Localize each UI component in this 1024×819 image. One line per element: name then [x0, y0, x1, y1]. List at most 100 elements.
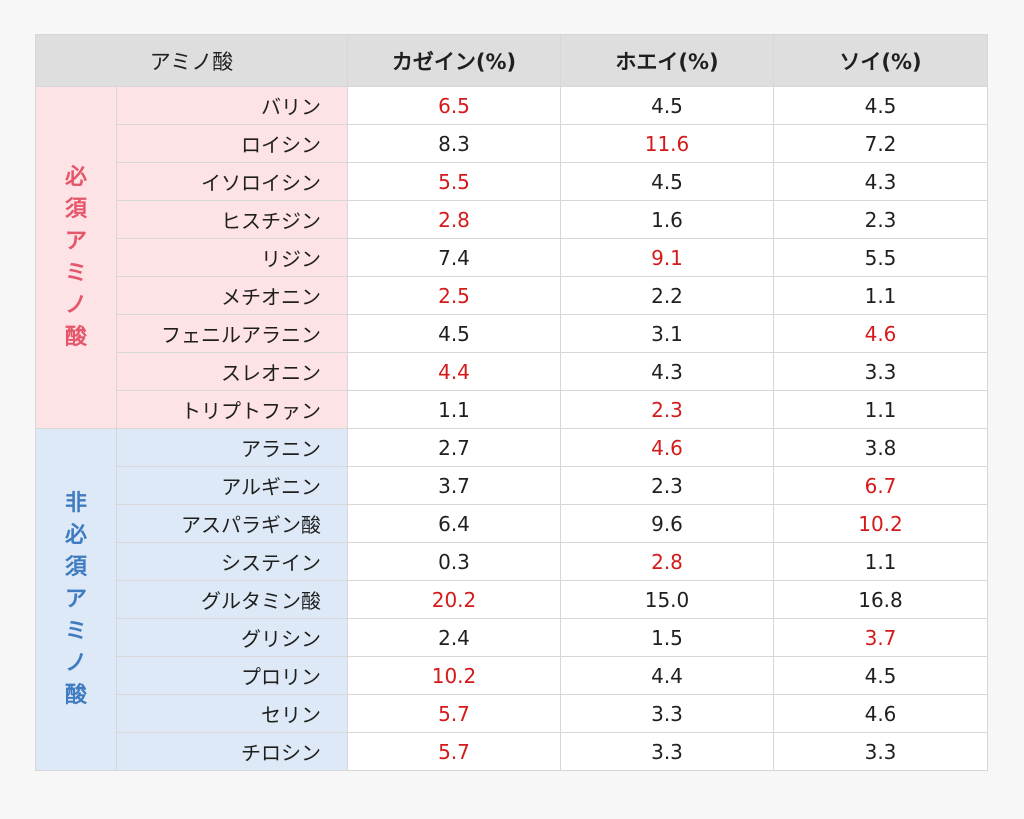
table-row: 必須アミノ酸バリン 6.5 4.5 4.5 — [35, 86, 988, 429]
value-casein: 6.4 — [347, 504, 561, 543]
amino-acid-name: アルギニン — [116, 466, 348, 505]
amino-acid-name: セリン — [116, 694, 348, 733]
group-label-text: 必須アミノ酸 — [64, 164, 87, 350]
value-casein: 2.8 — [347, 200, 561, 239]
value-whey: 9.6 — [560, 504, 774, 543]
amino-acid-name: イソロイシン — [116, 162, 348, 201]
value-casein: 8.3 — [347, 124, 561, 163]
value-casein: 4.5 — [347, 314, 561, 353]
value-soy: 1.1 — [773, 542, 988, 581]
table-row: トリプトファン 1.1 2.3 1.1 — [36, 390, 988, 429]
amino-acid-name: アスパラギン酸 — [116, 504, 348, 543]
table-row: 非必須アミノ酸アラニン 2.7 4.6 3.8 — [35, 428, 988, 771]
value-soy: 7.2 — [773, 124, 988, 163]
value-casein: 2.7 — [347, 428, 561, 467]
value-soy: 4.3 — [773, 162, 988, 201]
header-casein: カゼイン(%) — [347, 34, 561, 87]
table-row: グルタミン酸 20.2 15.0 16.8 — [36, 580, 988, 619]
value-soy: 1.1 — [773, 390, 988, 429]
value-soy: 4.6 — [773, 314, 988, 353]
table-row: ヒスチジン 2.8 1.6 2.3 — [36, 200, 988, 239]
amino-acid-name: グルタミン酸 — [116, 580, 348, 619]
value-whey: 3.3 — [560, 732, 774, 771]
group-label-text: 非必須アミノ酸 — [64, 490, 87, 708]
value-soy: 4.6 — [773, 694, 988, 733]
value-whey: 4.5 — [560, 162, 774, 201]
table-row: グリシン 2.4 1.5 3.7 — [36, 618, 988, 657]
table-header-row: アミノ酸 カゼイン(%) ホエイ(%) ソイ(%) — [35, 34, 988, 87]
value-soy: 3.3 — [773, 352, 988, 391]
value-soy: 3.7 — [773, 618, 988, 657]
value-casein: 3.7 — [347, 466, 561, 505]
value-casein: 7.4 — [347, 238, 561, 277]
value-casein: 20.2 — [347, 580, 561, 619]
amino-acid-name: アラニン — [116, 428, 348, 467]
value-casein: 6.5 — [347, 86, 561, 125]
value-soy: 16.8 — [773, 580, 988, 619]
value-whey: 1.6 — [560, 200, 774, 239]
amino-acid-name: ロイシン — [116, 124, 348, 163]
value-casein: 5.5 — [347, 162, 561, 201]
value-casein: 0.3 — [347, 542, 561, 581]
amino-acid-name: トリプトファン — [116, 390, 348, 429]
table-row: アスパラギン酸 6.4 9.6 10.2 — [36, 504, 988, 543]
value-whey: 9.1 — [560, 238, 774, 277]
value-soy: 2.3 — [773, 200, 988, 239]
value-whey: 2.3 — [560, 466, 774, 505]
value-casein: 2.4 — [347, 618, 561, 657]
table-row: イソロイシン 5.5 4.5 4.3 — [36, 162, 988, 201]
group-label-essential: 必須アミノ酸 — [35, 86, 117, 429]
value-soy: 5.5 — [773, 238, 988, 277]
table-row: リジン 7.4 9.1 5.5 — [36, 238, 988, 277]
value-whey: 15.0 — [560, 580, 774, 619]
header-soy: ソイ(%) — [773, 34, 988, 87]
table-row: システイン 0.3 2.8 1.1 — [36, 542, 988, 581]
amino-acid-name: バリン — [116, 86, 348, 125]
value-soy: 10.2 — [773, 504, 988, 543]
table-row: フェニルアラニン 4.5 3.1 4.6 — [36, 314, 988, 353]
amino-acid-name: ヒスチジン — [116, 200, 348, 239]
amino-acid-name: フェニルアラニン — [116, 314, 348, 353]
value-casein: 1.1 — [347, 390, 561, 429]
value-whey: 11.6 — [560, 124, 774, 163]
table-row: チロシン 5.7 3.3 3.3 — [36, 732, 988, 771]
value-soy: 3.3 — [773, 732, 988, 771]
amino-acid-name: スレオニン — [116, 352, 348, 391]
amino-acid-name: リジン — [116, 238, 348, 277]
table-row: メチオニン 2.5 2.2 1.1 — [36, 276, 988, 315]
value-whey: 4.3 — [560, 352, 774, 391]
value-soy: 1.1 — [773, 276, 988, 315]
group-label-nonessential: 非必須アミノ酸 — [35, 428, 117, 771]
table-row: セリン 5.7 3.3 4.6 — [36, 694, 988, 733]
value-casein: 2.5 — [347, 276, 561, 315]
amino-acid-name: チロシン — [116, 732, 348, 771]
value-casein: 10.2 — [347, 656, 561, 695]
table-row: スレオニン 4.4 4.3 3.3 — [36, 352, 988, 391]
value-whey: 3.1 — [560, 314, 774, 353]
value-soy: 4.5 — [773, 86, 988, 125]
value-soy: 6.7 — [773, 466, 988, 505]
value-whey: 1.5 — [560, 618, 774, 657]
value-whey: 3.3 — [560, 694, 774, 733]
value-whey: 4.4 — [560, 656, 774, 695]
value-whey: 4.6 — [560, 428, 774, 467]
table-body: 必須アミノ酸バリン 6.5 4.5 4.5 ロイシン 8.3 11.6 7.2 イソロイシン 5.… — [35, 86, 988, 771]
value-casein: 4.4 — [347, 352, 561, 391]
table-row: プロリン 10.2 4.4 4.5 — [36, 656, 988, 695]
amino-acid-name: グリシン — [116, 618, 348, 657]
amino-acid-name: システイン — [116, 542, 348, 581]
value-whey: 2.8 — [560, 542, 774, 581]
value-soy: 4.5 — [773, 656, 988, 695]
value-casein: 5.7 — [347, 694, 561, 733]
table-row: アルギニン 3.7 2.3 6.7 — [36, 466, 988, 505]
value-casein: 5.7 — [347, 732, 561, 771]
value-whey: 2.2 — [560, 276, 774, 315]
value-whey: 2.3 — [560, 390, 774, 429]
amino-acid-name: メチオニン — [116, 276, 348, 315]
value-soy: 3.8 — [773, 428, 988, 467]
value-whey: 4.5 — [560, 86, 774, 125]
amino-acid-table: アミノ酸 カゼイン(%) ホエイ(%) ソイ(%) 必須アミノ酸バリン 6.5 4.… — [35, 34, 988, 771]
header-amino-acid: アミノ酸 — [35, 34, 348, 87]
header-whey: ホエイ(%) — [560, 34, 774, 87]
amino-acid-name: プロリン — [116, 656, 348, 695]
